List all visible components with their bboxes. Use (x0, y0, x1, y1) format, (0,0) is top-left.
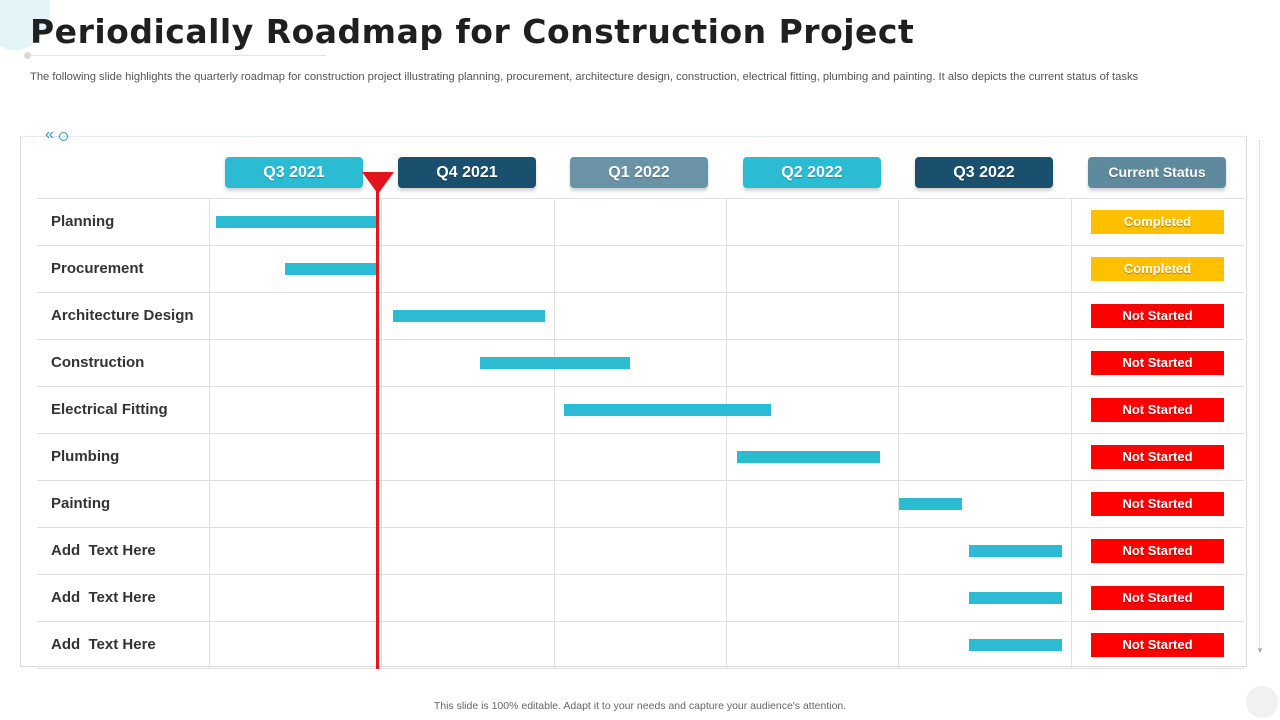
task-timeline-bar (564, 404, 772, 416)
column-divider (898, 198, 899, 668)
row-divider (37, 198, 1244, 199)
task-label: Painting (51, 495, 111, 512)
status-badge: Not Started (1091, 304, 1224, 328)
status-badge: Not Started (1091, 445, 1224, 469)
task-timeline-bar (215, 216, 378, 228)
task-timeline-bar (284, 263, 378, 275)
page-subtitle: The following slide highlights the quart… (30, 71, 1139, 83)
column-divider (209, 198, 210, 668)
task-label: Electrical Fitting (51, 401, 168, 418)
task-timeline-bar (479, 357, 630, 369)
column-divider (554, 198, 555, 668)
scroll-indicator-line (1259, 140, 1260, 650)
task-timeline-bar (969, 592, 1063, 604)
task-label: Construction (51, 354, 145, 371)
column-divider (726, 198, 727, 668)
task-label: Procurement (51, 260, 144, 277)
current-date-marker-icon (361, 172, 394, 194)
row-divider (37, 339, 1244, 340)
task-timeline-bar (898, 498, 963, 510)
quarter-header: Q4 2021 (398, 157, 536, 188)
quarter-header: Q3 2021 (225, 157, 363, 188)
footer-note: This slide is 100% editable. Adapt it to… (433, 700, 847, 712)
task-timeline-bar (969, 545, 1063, 557)
task-timeline-bar (969, 639, 1063, 651)
task-label: Plumbing (51, 448, 120, 465)
row-divider (37, 527, 1244, 528)
row-divider (37, 668, 1244, 669)
task-label: Add Text Here (51, 636, 156, 653)
row-divider (37, 292, 1244, 293)
row-divider (37, 245, 1244, 246)
status-badge: Not Started (1091, 586, 1224, 610)
task-timeline-bar (736, 451, 880, 463)
quarter-header: Q2 2022 (743, 157, 881, 188)
row-divider (37, 621, 1244, 622)
page-title: Periodically Roadmap for Construction Pr… (30, 12, 915, 51)
row-divider (37, 480, 1244, 481)
row-divider (37, 433, 1244, 434)
task-label: Architecture Design (51, 307, 194, 324)
status-badge: Not Started (1091, 539, 1224, 563)
task-timeline-bar (393, 310, 546, 322)
double-chevron-left-icon: « (45, 126, 54, 143)
quarter-header: Q3 2022 (915, 157, 1053, 188)
task-label: Add Text Here (51, 589, 156, 606)
status-badge: Completed (1091, 210, 1224, 234)
arrow-down-icon: ▼ (1256, 646, 1264, 655)
status-badge: Completed (1091, 257, 1224, 281)
status-column-header: Current Status (1088, 157, 1226, 188)
circle-icon (59, 132, 68, 141)
status-badge: Not Started (1091, 633, 1224, 657)
row-divider (37, 574, 1244, 575)
status-badge: Not Started (1091, 492, 1224, 516)
current-date-line (376, 175, 380, 669)
row-divider (37, 386, 1244, 387)
title-divider (26, 55, 326, 56)
status-badge: Not Started (1091, 351, 1224, 375)
roadmap-frame (20, 136, 1247, 667)
status-badge: Not Started (1091, 398, 1224, 422)
task-label: Add Text Here (51, 542, 156, 559)
column-divider (1071, 198, 1072, 668)
column-divider (381, 198, 382, 668)
title-divider-dot (24, 52, 31, 59)
task-label: Planning (51, 213, 115, 230)
decorative-bottom-circle (1246, 686, 1278, 718)
quarter-header: Q1 2022 (570, 157, 708, 188)
